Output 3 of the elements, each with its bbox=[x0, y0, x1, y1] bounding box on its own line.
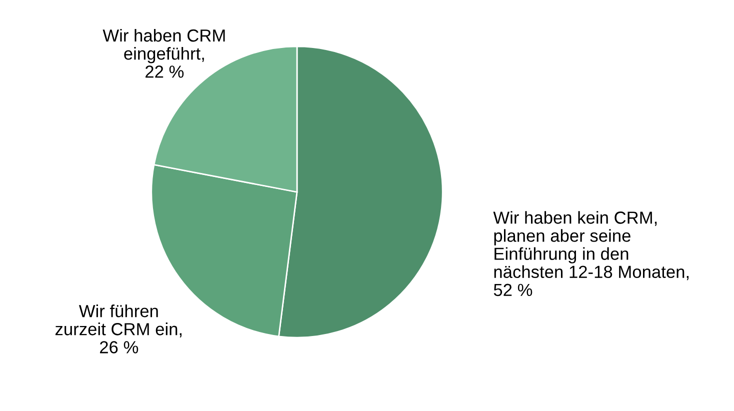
slice-label: Wir führen zurzeit CRM ein, 26 % bbox=[55, 304, 182, 354]
slice-label: Wir haben CRM eingeführt, 22 % bbox=[102, 28, 225, 78]
slice-label: Wir haben kein CRM, planen aber seine Einführung in den nächsten 12-18 Monaten, 52 % bbox=[493, 211, 689, 296]
